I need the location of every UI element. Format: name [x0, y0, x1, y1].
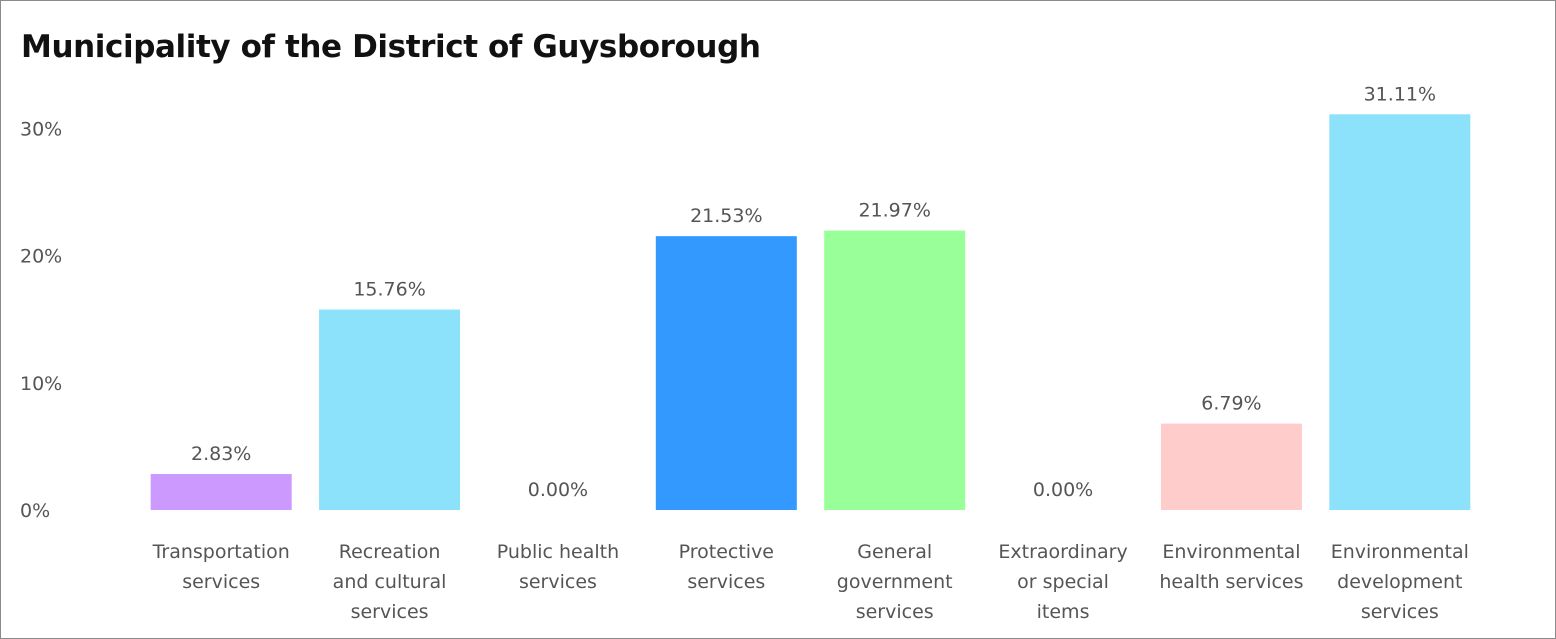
y-axis: 0% 10% 20% 30%: [20, 118, 62, 522]
data-label: 21.53%: [690, 205, 762, 227]
data-label: 0.00%: [1033, 479, 1093, 501]
bar: [655, 236, 797, 510]
data-label: 6.79%: [1201, 393, 1261, 415]
bar: [319, 309, 461, 510]
bar: [1329, 114, 1471, 510]
bar: [150, 474, 292, 510]
x-tick-label: Protective services: [679, 541, 774, 593]
x-tick-label: Environmental development services: [1331, 541, 1469, 623]
x-tick-label: General government services: [837, 541, 953, 623]
y-tick-label: 10%: [20, 373, 62, 395]
bar: [824, 230, 966, 510]
data-label: 21.97%: [858, 200, 930, 222]
chart-title: Municipality of the District of Guysboro…: [21, 29, 761, 65]
data-label: 15.76%: [353, 279, 425, 301]
data-label: 0.00%: [528, 479, 588, 501]
bars: [150, 114, 1471, 510]
y-tick-label: 30%: [20, 118, 62, 140]
y-tick-label: 0%: [20, 500, 50, 522]
data-label: 31.11%: [1364, 83, 1436, 105]
bar: [1160, 423, 1302, 510]
data-label: 2.83%: [191, 443, 251, 465]
x-tick-label: Environmental health services: [1159, 541, 1303, 593]
x-tick-label: Public health services: [497, 541, 619, 593]
x-tick-label: Recreation and cultural services: [333, 541, 447, 623]
x-tick-label: Transportation services: [152, 541, 290, 593]
y-tick-label: 20%: [20, 246, 62, 268]
data-labels: 2.83% 15.76% 0.00% 21.53% 21.97% 0.00% 6.79% 31…: [191, 83, 1436, 501]
x-tick-label: Extraordinary or special items: [998, 541, 1127, 623]
x-axis: Transportation services Recreation and cult…: [152, 541, 1469, 623]
